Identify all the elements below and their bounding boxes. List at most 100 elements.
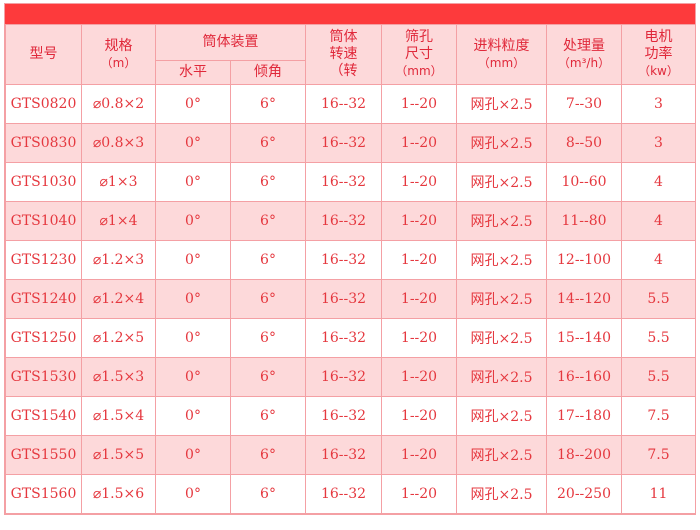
cell-hole: 1--20 bbox=[381, 240, 457, 280]
cell-horizontal: 0° bbox=[155, 435, 231, 475]
cell-power: 4 bbox=[621, 162, 696, 202]
cell-feed: 网孔×2.5 bbox=[456, 474, 547, 514]
cell-hole: 1--20 bbox=[381, 162, 457, 202]
cell-horizontal: 0° bbox=[155, 123, 231, 163]
cell-spec: ⌀1×3 bbox=[81, 162, 156, 202]
col-capacity: 处理量 （m³/h） bbox=[546, 24, 622, 85]
cell-capacity: 8--50 bbox=[546, 123, 622, 163]
spec-table: 型号 规格 （m） 筒体装置 筒体 转速 （转 筛孔 尺寸 （mm） 进料粒度 （mm） 处… bbox=[5, 24, 696, 514]
cell-hole: 1--20 bbox=[381, 318, 457, 358]
cell-power: 7.5 bbox=[621, 396, 696, 436]
cell-horizontal: 0° bbox=[155, 240, 231, 280]
cell-feed: 网孔×2.5 bbox=[456, 435, 547, 475]
cell-horizontal: 0° bbox=[155, 201, 231, 241]
cell-incline: 6° bbox=[230, 123, 306, 163]
cell-power: 3 bbox=[621, 84, 696, 124]
cell-model: GTS1540 bbox=[5, 396, 82, 436]
cell-hole: 1--20 bbox=[381, 201, 457, 241]
cell-speed: 16--32 bbox=[305, 162, 382, 202]
title-bar bbox=[5, 4, 695, 24]
cell-incline: 6° bbox=[230, 162, 306, 202]
cell-incline: 6° bbox=[230, 318, 306, 358]
cell-speed: 16--32 bbox=[305, 474, 382, 514]
table-row: GTS1040 ⌀1×4 0° 6° 16--32 1--20 网孔×2.5 11--80 4 bbox=[5, 201, 696, 241]
cell-model: GTS0830 bbox=[5, 123, 82, 163]
cell-speed: 16--32 bbox=[305, 318, 382, 358]
cell-horizontal: 0° bbox=[155, 318, 231, 358]
cell-incline: 6° bbox=[230, 201, 306, 241]
cell-capacity: 20--250 bbox=[546, 474, 622, 514]
table-row: GTS1230 ⌀1.2×3 0° 6° 16--32 1--20 网孔×2.5 12--10… bbox=[5, 240, 696, 280]
cell-capacity: 15--140 bbox=[546, 318, 622, 358]
cell-feed: 网孔×2.5 bbox=[456, 396, 547, 436]
cell-capacity: 14--120 bbox=[546, 279, 622, 319]
cell-capacity: 17--180 bbox=[546, 396, 622, 436]
table-row: GTS0830 ⌀0.8×3 0° 6° 16--32 1--20 网孔×2.5 8--50 3 bbox=[5, 123, 696, 163]
cell-model: GTS0820 bbox=[5, 84, 82, 124]
cell-horizontal: 0° bbox=[155, 84, 231, 124]
cell-power: 4 bbox=[621, 201, 696, 241]
cell-spec: ⌀1.5×6 bbox=[81, 474, 156, 514]
table-row: GTS1250 ⌀1.2×5 0° 6° 16--32 1--20 网孔×2.5 15--14… bbox=[5, 318, 696, 358]
cell-spec: ⌀1×4 bbox=[81, 201, 156, 241]
cell-speed: 16--32 bbox=[305, 435, 382, 475]
cell-spec: ⌀0.8×3 bbox=[81, 123, 156, 163]
cell-capacity: 12--100 bbox=[546, 240, 622, 280]
col-drum: 筒体装置 bbox=[155, 24, 306, 61]
cell-incline: 6° bbox=[230, 84, 306, 124]
col-speed: 筒体 转速 （转 bbox=[305, 24, 382, 85]
cell-spec: ⌀1.2×4 bbox=[81, 279, 156, 319]
col-spec: 规格 （m） bbox=[81, 24, 156, 85]
cell-incline: 6° bbox=[230, 474, 306, 514]
cell-incline: 6° bbox=[230, 357, 306, 397]
col-feed: 进料粒度 （mm） bbox=[456, 24, 547, 85]
col-hole: 筛孔 尺寸 （mm） bbox=[381, 24, 457, 85]
cell-hole: 1--20 bbox=[381, 396, 457, 436]
cell-spec: ⌀1.5×4 bbox=[81, 396, 156, 436]
cell-hole: 1--20 bbox=[381, 84, 457, 124]
table-row: GTS1530 ⌀1.5×3 0° 6° 16--32 1--20 网孔×2.5 16--16… bbox=[5, 357, 696, 397]
cell-incline: 6° bbox=[230, 435, 306, 475]
cell-spec: ⌀1.5×5 bbox=[81, 435, 156, 475]
cell-feed: 网孔×2.5 bbox=[456, 318, 547, 358]
cell-model: GTS1030 bbox=[5, 162, 82, 202]
cell-feed: 网孔×2.5 bbox=[456, 162, 547, 202]
cell-speed: 16--32 bbox=[305, 84, 382, 124]
cell-power: 7.5 bbox=[621, 435, 696, 475]
table-row: GTS1560 ⌀1.5×6 0° 6° 16--32 1--20 网孔×2.5 20--25… bbox=[5, 474, 696, 514]
cell-spec: ⌀1.5×3 bbox=[81, 357, 156, 397]
cell-hole: 1--20 bbox=[381, 279, 457, 319]
cell-hole: 1--20 bbox=[381, 435, 457, 475]
cell-incline: 6° bbox=[230, 396, 306, 436]
cell-horizontal: 0° bbox=[155, 396, 231, 436]
cell-capacity: 7--30 bbox=[546, 84, 622, 124]
col-model: 型号 bbox=[5, 24, 82, 85]
cell-power: 5.5 bbox=[621, 279, 696, 319]
cell-model: GTS1230 bbox=[5, 240, 82, 280]
cell-hole: 1--20 bbox=[381, 357, 457, 397]
cell-feed: 网孔×2.5 bbox=[456, 279, 547, 319]
cell-capacity: 18--200 bbox=[546, 435, 622, 475]
col-power: 电机 功率 （kw） bbox=[621, 24, 696, 85]
table-row: GTS1240 ⌀1.2×4 0° 6° 16--32 1--20 网孔×2.5 14--12… bbox=[5, 279, 696, 319]
cell-horizontal: 0° bbox=[155, 357, 231, 397]
table-row: GTS0820 ⌀0.8×2 0° 6° 16--32 1--20 网孔×2.5 7--30 3 bbox=[5, 84, 696, 124]
spec-table-container: 型号 规格 （m） 筒体装置 筒体 转速 （转 筛孔 尺寸 （mm） 进料粒度 （mm） 处… bbox=[4, 3, 696, 515]
cell-model: GTS1550 bbox=[5, 435, 82, 475]
cell-feed: 网孔×2.5 bbox=[456, 357, 547, 397]
cell-speed: 16--32 bbox=[305, 357, 382, 397]
cell-model: GTS1240 bbox=[5, 279, 82, 319]
cell-model: GTS1560 bbox=[5, 474, 82, 514]
cell-incline: 6° bbox=[230, 279, 306, 319]
cell-power: 4 bbox=[621, 240, 696, 280]
cell-feed: 网孔×2.5 bbox=[456, 123, 547, 163]
cell-speed: 16--32 bbox=[305, 201, 382, 241]
cell-model: GTS1250 bbox=[5, 318, 82, 358]
table-row: GTS1030 ⌀1×3 0° 6° 16--32 1--20 网孔×2.5 10--60 4 bbox=[5, 162, 696, 202]
cell-power: 5.5 bbox=[621, 318, 696, 358]
cell-horizontal: 0° bbox=[155, 474, 231, 514]
cell-speed: 16--32 bbox=[305, 396, 382, 436]
cell-hole: 1--20 bbox=[381, 123, 457, 163]
cell-speed: 16--32 bbox=[305, 279, 382, 319]
col-horizontal: 水平 bbox=[155, 60, 231, 85]
